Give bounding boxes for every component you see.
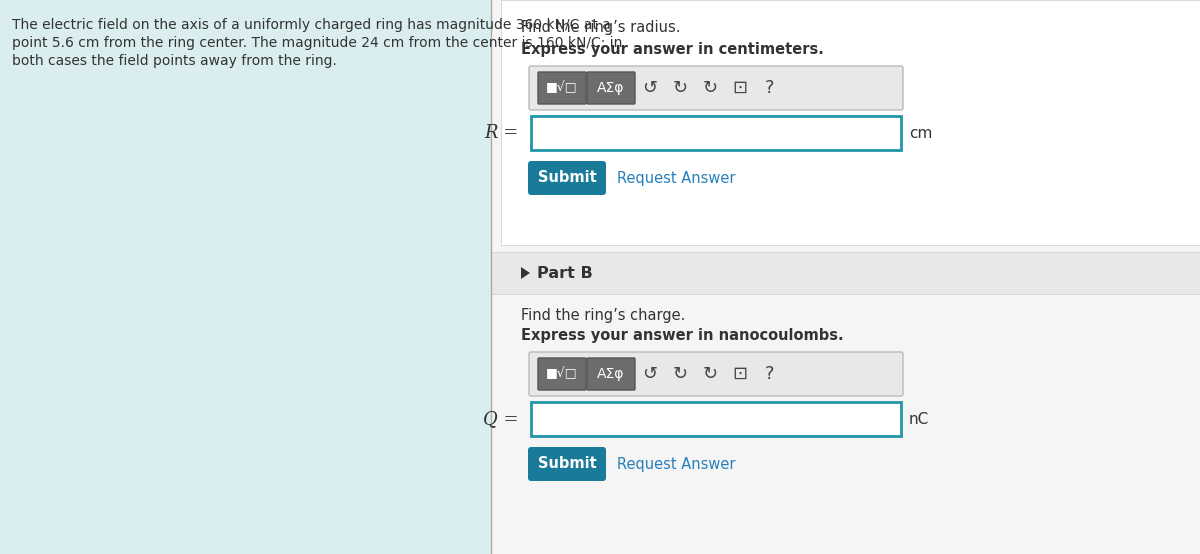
- FancyBboxPatch shape: [529, 66, 904, 110]
- Text: Express your answer in nanocoulombs.: Express your answer in nanocoulombs.: [521, 328, 844, 343]
- Text: R =: R =: [485, 124, 520, 142]
- Text: AΣφ: AΣφ: [598, 367, 625, 381]
- Text: both cases the field points away from the ring.: both cases the field points away from th…: [12, 54, 337, 68]
- Text: Find the ring’s charge.: Find the ring’s charge.: [521, 308, 685, 323]
- FancyBboxPatch shape: [587, 358, 635, 390]
- FancyBboxPatch shape: [529, 352, 904, 396]
- Bar: [530, 116, 901, 150]
- Text: AΣφ: AΣφ: [598, 81, 625, 95]
- Text: ↻: ↻: [702, 365, 718, 383]
- Text: ?: ?: [766, 79, 775, 97]
- Text: Part B: Part B: [538, 265, 593, 280]
- Text: Request Answer: Request Answer: [617, 456, 736, 471]
- Bar: [491, 0, 1200, 554]
- Text: ⊡: ⊡: [732, 79, 748, 97]
- Bar: [491, 252, 1200, 294]
- Text: ↺: ↺: [642, 365, 658, 383]
- Text: ■√□: ■√□: [546, 367, 577, 381]
- Text: ■√□: ■√□: [546, 81, 577, 95]
- Text: ↻: ↻: [672, 365, 688, 383]
- Text: cm: cm: [910, 126, 932, 141]
- Text: Submit: Submit: [538, 171, 596, 186]
- Text: ↻: ↻: [702, 79, 718, 97]
- Text: ?: ?: [766, 365, 775, 383]
- Text: Q =: Q =: [484, 410, 520, 428]
- FancyBboxPatch shape: [528, 161, 606, 195]
- Text: Submit: Submit: [538, 456, 596, 471]
- Bar: [0, 0, 491, 554]
- Bar: [530, 402, 901, 436]
- Text: ⊡: ⊡: [732, 365, 748, 383]
- FancyBboxPatch shape: [587, 72, 635, 104]
- Text: ↻: ↻: [672, 79, 688, 97]
- FancyBboxPatch shape: [538, 358, 586, 390]
- Text: point 5.6 cm from the ring center. The magnitude 24 cm from the center is 160 kN: point 5.6 cm from the ring center. The m…: [12, 36, 623, 50]
- Bar: [502, 0, 1200, 245]
- Text: Request Answer: Request Answer: [617, 171, 736, 186]
- Text: Find the ring’s radius.: Find the ring’s radius.: [521, 20, 680, 35]
- FancyBboxPatch shape: [528, 447, 606, 481]
- FancyBboxPatch shape: [538, 72, 586, 104]
- Text: nC: nC: [910, 412, 929, 427]
- Polygon shape: [521, 267, 530, 279]
- Text: Express your answer in centimeters.: Express your answer in centimeters.: [521, 42, 824, 57]
- Text: The electric field on the axis of a uniformly charged ring has magnitude 360 kN/: The electric field on the axis of a unif…: [12, 18, 611, 32]
- Text: ↺: ↺: [642, 79, 658, 97]
